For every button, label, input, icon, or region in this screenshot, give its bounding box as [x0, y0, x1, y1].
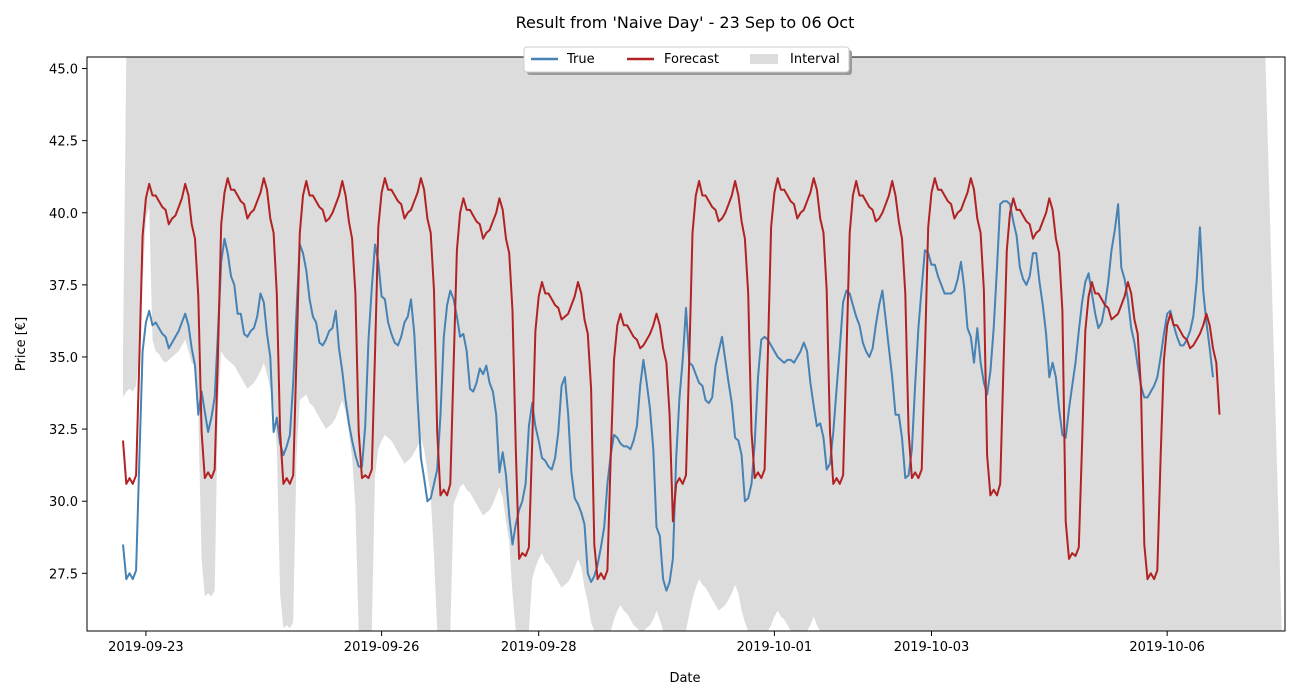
legend-swatch-interval [750, 54, 778, 64]
interval-area [123, 57, 1282, 631]
y-tick-label: 40.0 [49, 207, 78, 222]
y-tick-label: 35.0 [49, 351, 78, 366]
y-axis: 27.5 30.0 32.5 35.0 37.5 40.0 42.5 45.0 [49, 63, 87, 582]
x-axis-label: Date [669, 671, 700, 686]
series-line-forecast [122, 177, 1221, 581]
y-tick-label: 42.5 [49, 135, 78, 150]
legend-box [523, 46, 850, 73]
x-axis: 2019-09-23 2019-09-26 2019-09-28 2019-10-01… [108, 631, 1205, 655]
y-tick-label: 45.0 [49, 63, 78, 78]
y-tick-label: 27.5 [49, 567, 78, 582]
legend-label-forecast: Forecast [664, 52, 719, 67]
x-tick-label: 2019-10-03 [894, 640, 970, 655]
y-tick-label: 32.5 [49, 423, 78, 438]
series-lines [122, 177, 1221, 592]
x-tick-label: 2019-09-26 [344, 640, 420, 655]
series-line-true [122, 200, 1214, 592]
x-tick-label: 2019-10-01 [737, 640, 813, 655]
x-tick-label: 2019-09-23 [108, 640, 184, 655]
chart-title: Result from 'Naive Day' - 23 Sep to 06 O… [516, 13, 855, 32]
y-tick-label: 37.5 [49, 279, 78, 294]
x-tick-label: 2019-10-06 [1129, 640, 1205, 655]
legend: True Forecast Interval [523, 46, 852, 75]
x-tick-label: 2019-09-28 [501, 640, 577, 655]
legend-label-interval: Interval [790, 52, 840, 67]
legend-label-true: True [566, 52, 595, 67]
interval-band [123, 57, 1282, 631]
plot-area [122, 57, 1282, 631]
y-axis-label: Price [€] [14, 317, 29, 371]
y-tick-label: 30.0 [49, 495, 78, 510]
